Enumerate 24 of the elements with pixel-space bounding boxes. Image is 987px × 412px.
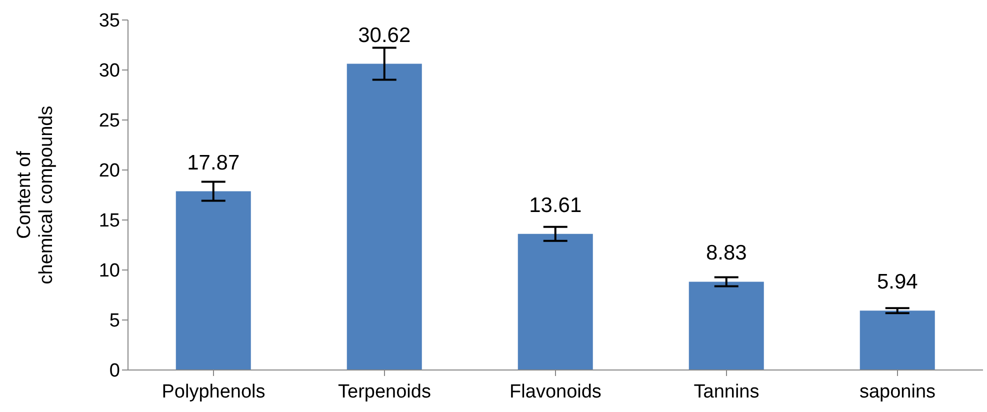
bar [346, 64, 422, 370]
y-tick-label: 0 [109, 360, 120, 382]
x-tick-label: Flavonoids [510, 381, 602, 402]
data-label: 17.87 [187, 151, 240, 174]
y-tick-label: 5 [109, 310, 120, 332]
bar [688, 282, 764, 370]
data-label: 5.94 [876, 270, 918, 294]
data-label: 13.61 [529, 194, 582, 217]
bar [518, 234, 593, 370]
y-tick-label: 15 [98, 210, 120, 232]
x-tick-label: saponins [859, 381, 936, 402]
bar [176, 191, 251, 370]
y-tick-label: 25 [98, 110, 120, 132]
data-label: 8.83 [706, 242, 747, 265]
x-tick-label: Terpenoids [338, 381, 431, 402]
x-tick-label: Tannins [694, 381, 760, 402]
data-label: 30.62 [358, 24, 411, 47]
y-tick-label: 10 [98, 260, 120, 282]
y-tick-label: 35 [98, 10, 120, 32]
y-tick-label: 20 [98, 160, 120, 182]
y-axis-title: Content of chemical compounds [14, 106, 57, 284]
bar [860, 310, 935, 370]
x-tick-label: Polyphenols [162, 381, 266, 402]
y-tick-label: 30 [98, 60, 120, 82]
